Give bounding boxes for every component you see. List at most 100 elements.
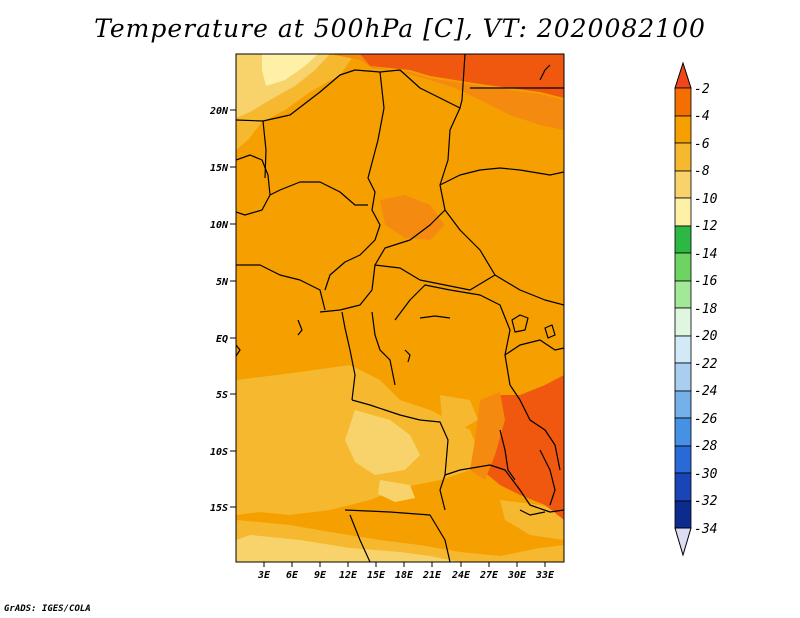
border-line xyxy=(439,167,564,186)
border-line xyxy=(236,344,241,357)
colorbar-label: -18 xyxy=(694,302,718,317)
lat-label: 10N xyxy=(210,220,229,231)
temperature-field xyxy=(236,54,564,562)
border-line xyxy=(269,181,368,206)
colorbar-segment xyxy=(674,170,692,199)
colorbar-segment xyxy=(674,197,692,227)
lat-label: 20N xyxy=(209,106,229,117)
border-line xyxy=(236,119,267,179)
colorbar-label: -14 xyxy=(694,247,717,262)
colorbar-label: -24 xyxy=(694,384,717,399)
colorbar-label: -4 xyxy=(694,109,710,124)
lon-label: 15E xyxy=(367,570,386,581)
colorbar-label: -30 xyxy=(694,467,718,482)
lon-label: 27E xyxy=(479,570,499,581)
lon-ticks xyxy=(263,562,546,567)
colorbar-label: -12 xyxy=(694,219,718,234)
border-line xyxy=(371,311,396,386)
border-line xyxy=(394,284,511,386)
border-line xyxy=(539,64,551,81)
colorbar-label: -34 xyxy=(694,522,717,537)
border-line xyxy=(319,107,461,313)
colorbar-label: -28 xyxy=(694,439,718,454)
colorbar-segment xyxy=(674,472,692,502)
colorbar-segment xyxy=(674,417,692,447)
colorbar-segment xyxy=(674,252,692,282)
colorbar-labels: -2 -4 -6 -8 -10 -12 -14 -16 -18 -20 -22 … xyxy=(694,82,718,537)
colorbar-label: -32 xyxy=(694,494,718,509)
border-line xyxy=(499,429,516,481)
colorbar-label: -8 xyxy=(694,164,710,179)
border-line xyxy=(519,509,546,516)
lat-label: EQ xyxy=(216,334,228,345)
border-line xyxy=(511,314,529,333)
field-band-minus10 xyxy=(262,54,318,86)
field-band-minus4 xyxy=(330,54,564,130)
colorbar-label: -6 xyxy=(694,137,710,152)
border-line xyxy=(544,324,556,339)
border-line xyxy=(439,474,446,511)
border-line xyxy=(419,315,451,319)
border-line xyxy=(236,154,271,216)
colorbar-segment xyxy=(674,142,692,172)
lon-label: 18E xyxy=(395,570,414,581)
colorbar-label: -22 xyxy=(694,357,718,372)
field-band-minus8 xyxy=(345,410,420,475)
border-line xyxy=(509,384,561,471)
border-line xyxy=(236,264,326,311)
colorbar-label: -2 xyxy=(694,82,710,97)
colorbar-top-arrow xyxy=(674,61,692,89)
lat-label: 5N xyxy=(216,277,229,288)
border-line xyxy=(374,264,496,291)
colorbar-label: -26 xyxy=(694,412,718,427)
lon-label: 6E xyxy=(286,570,299,581)
lat-labels: 20N 15N 10N 5N EQ 5S 10S 15S xyxy=(209,106,229,514)
colorbar-segment xyxy=(674,87,692,117)
lon-label: 12E xyxy=(339,570,358,581)
field-band-minus8 xyxy=(236,535,460,562)
field-band-minus8 xyxy=(236,54,330,118)
map-title: Temperature at 500hPa [C], VT: 202008210… xyxy=(94,14,706,43)
field-band-minus6 xyxy=(440,395,478,430)
lat-label: 5S xyxy=(216,390,228,401)
border-line xyxy=(404,349,411,363)
field-band-minus4 xyxy=(470,392,505,480)
lat-label: 15S xyxy=(210,503,228,514)
country-borders xyxy=(236,54,564,562)
lon-label: 9E xyxy=(314,570,327,581)
field-band-minus6 xyxy=(500,500,564,540)
lat-label: 10S xyxy=(210,447,228,458)
lon-label: 21E xyxy=(422,570,442,581)
field-band-minus2 xyxy=(360,54,564,98)
border-line xyxy=(344,509,451,562)
colorbar-segment xyxy=(674,445,692,474)
colorbar-bottom-arrow xyxy=(674,527,692,557)
lon-label: 30E xyxy=(507,570,527,581)
colorbar-segment xyxy=(674,500,692,529)
colorbar-segment xyxy=(674,225,692,254)
border-line xyxy=(379,54,466,109)
colorbar-segment xyxy=(674,335,692,364)
lat-label: 15N xyxy=(210,163,229,174)
border-line xyxy=(539,449,556,506)
border-line xyxy=(341,311,356,401)
lon-label: 3E xyxy=(257,570,271,581)
colorbar-label: -16 xyxy=(694,274,718,289)
field-band-minus4 xyxy=(380,195,445,240)
field-band-minus8 xyxy=(378,480,415,502)
colorbar: -2 -4 -6 -8 -10 -12 -14 -16 -18 -20 -22 … xyxy=(674,61,718,557)
colorbar-segment xyxy=(674,390,692,419)
border-line xyxy=(504,339,564,356)
lat-ticks xyxy=(230,109,236,508)
border-line xyxy=(351,399,491,476)
colorbar-segment xyxy=(674,362,692,392)
border-line xyxy=(349,514,371,562)
lon-labels: 3E 6E 9E 12E 15E 18E 21E 24E 27E 30E 33E xyxy=(257,570,555,581)
colorbar-segment xyxy=(674,280,692,309)
colorbar-segment xyxy=(674,115,692,144)
lon-label: 24E xyxy=(451,570,471,581)
colorbar-label: -20 xyxy=(694,329,718,344)
border-line xyxy=(489,464,564,513)
lon-label: 33E xyxy=(535,570,555,581)
